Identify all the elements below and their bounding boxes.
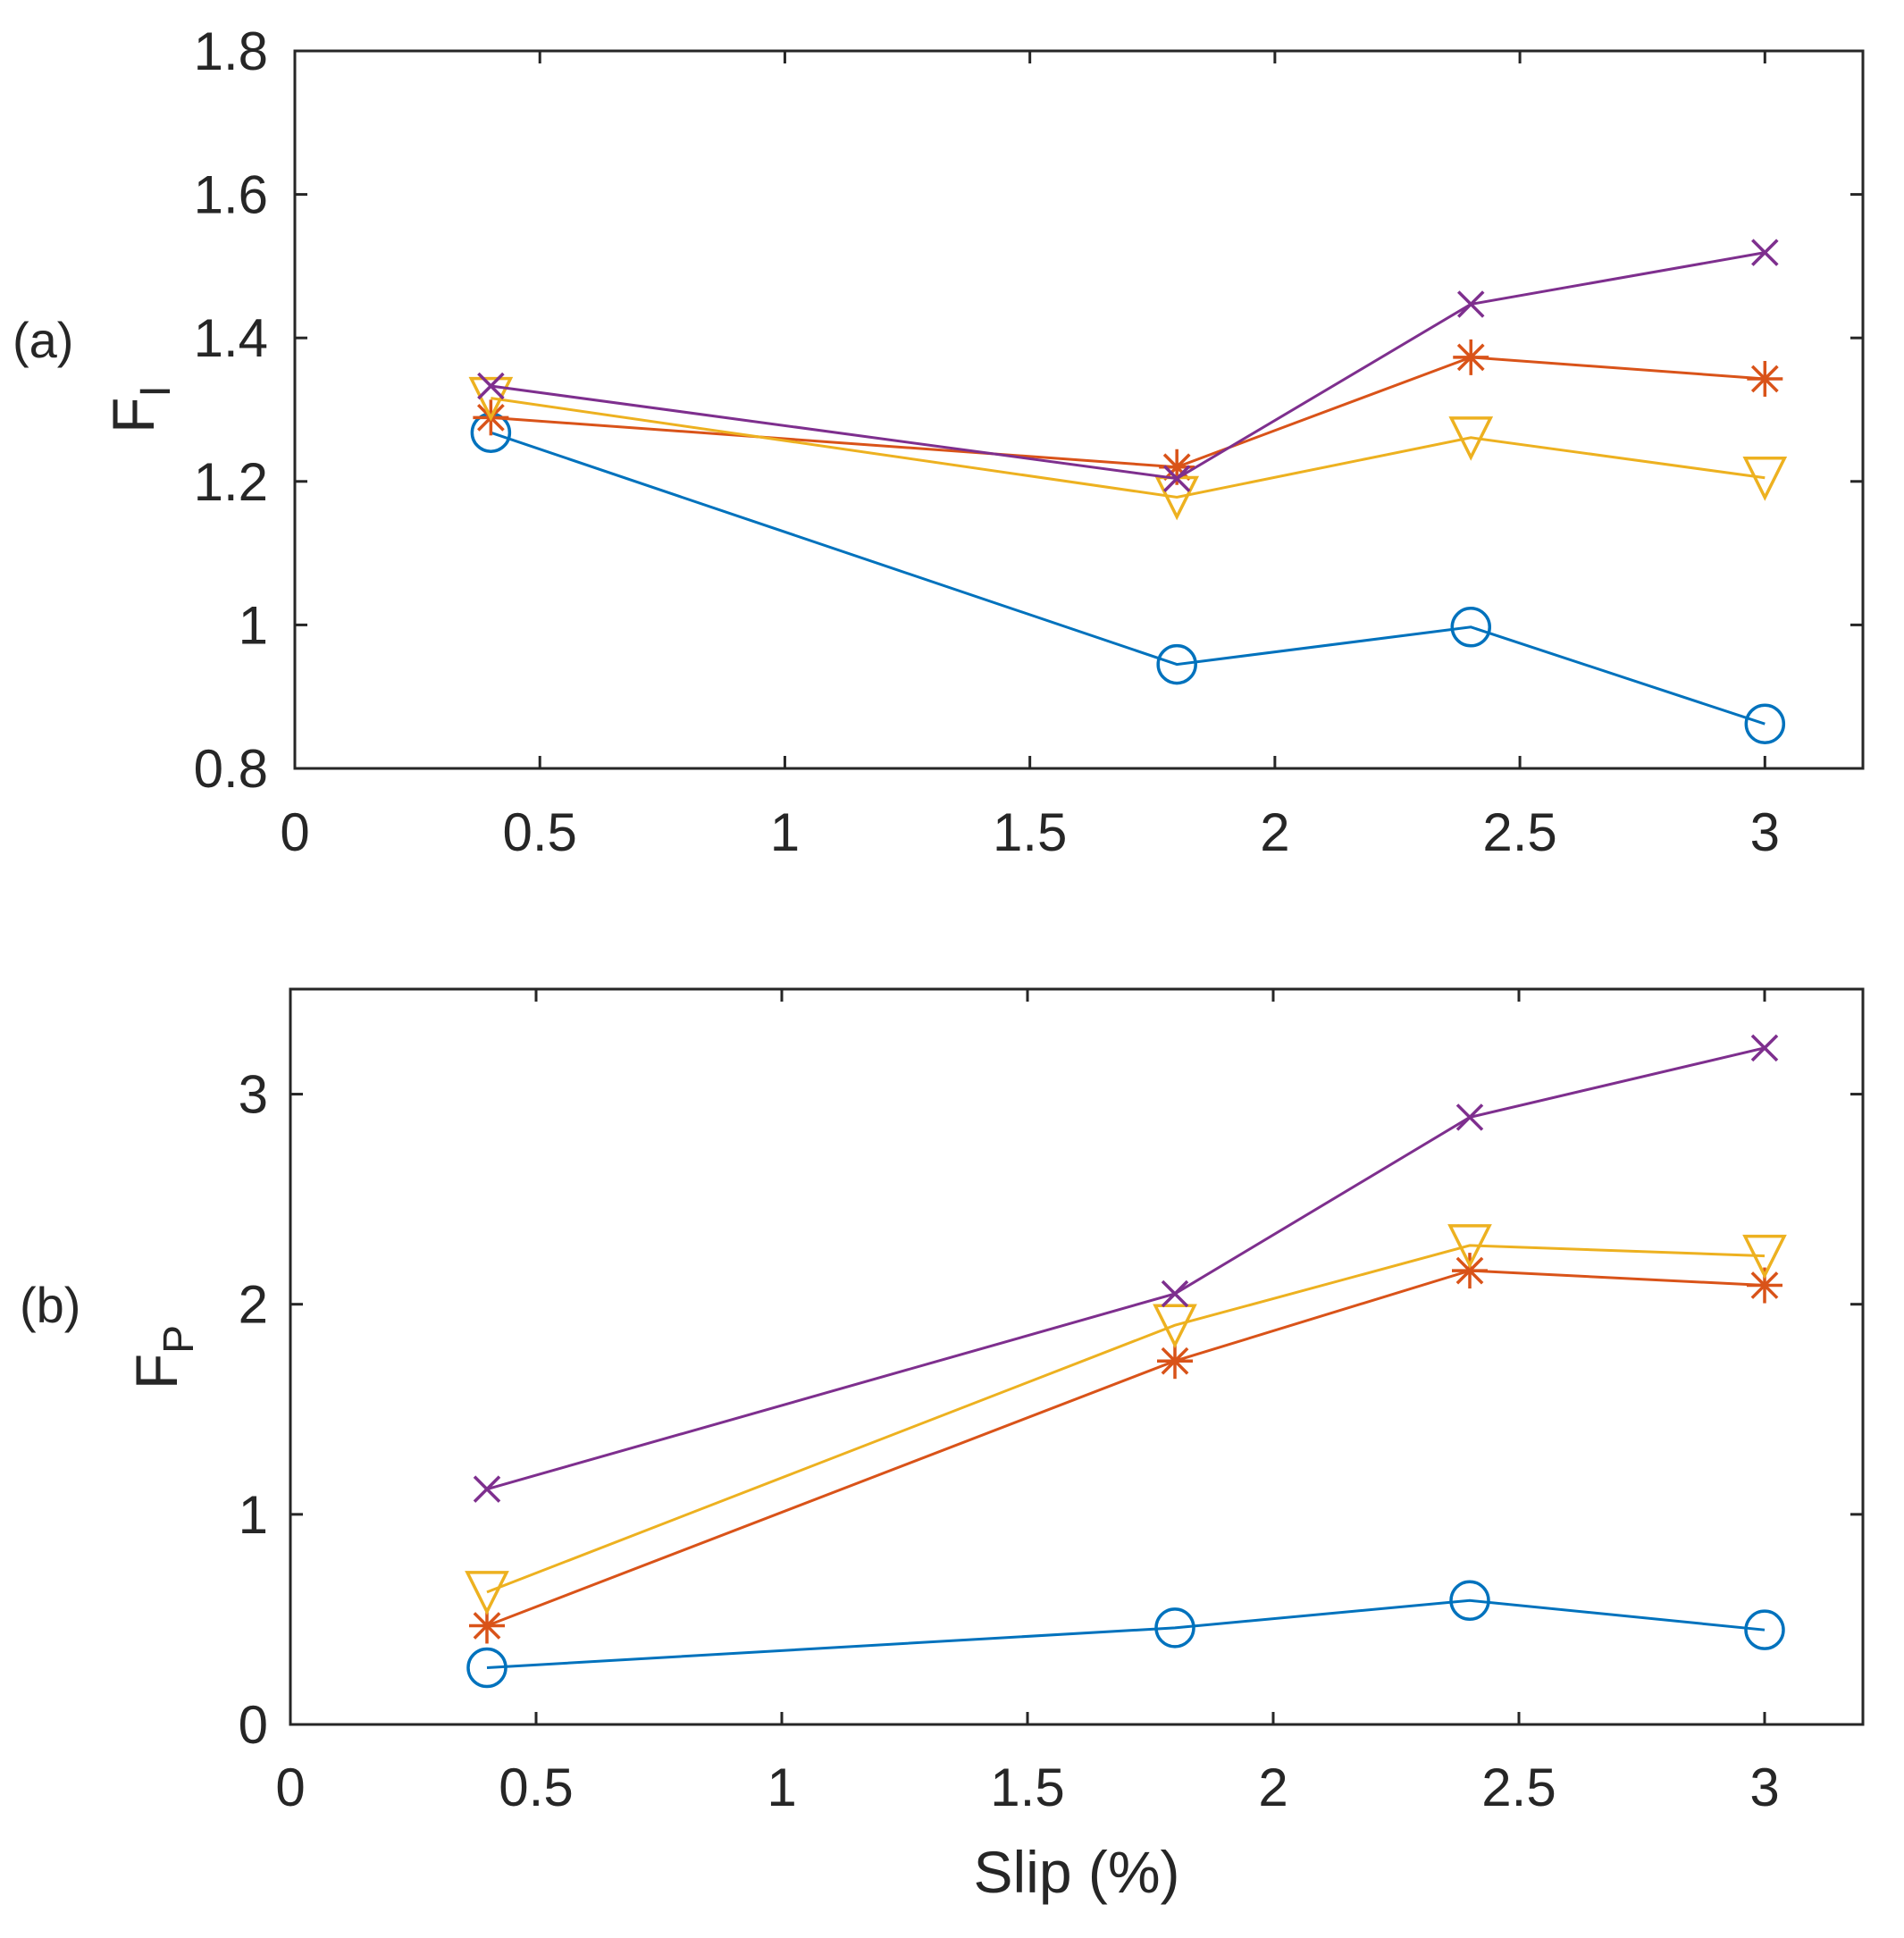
y-axis-label-subscript: P (155, 1325, 203, 1354)
x-tick-label: 0 (280, 802, 309, 862)
data-point-circle (1744, 703, 1786, 744)
x-tick-label: 3 (1750, 802, 1780, 862)
x-tick-label: 1.5 (990, 1758, 1064, 1817)
x-tick-label: 2.5 (1482, 802, 1556, 862)
data-point-x (1161, 1279, 1189, 1308)
x-tick-label: 1.5 (993, 802, 1067, 862)
y-tick-label: 0 (239, 1695, 268, 1755)
data-point-circle (1156, 643, 1197, 685)
data-point-circle (1744, 1609, 1785, 1650)
series-line (491, 251, 1766, 481)
y-axis-label-main: F (100, 398, 166, 433)
data-point-asterisk (1747, 360, 1783, 397)
data-point-asterisk (1157, 1343, 1193, 1380)
data-point-asterisk (1452, 1253, 1488, 1289)
series-triangle-down (465, 1224, 1787, 1615)
y-tick-label: 1.4 (194, 308, 268, 368)
x-tick-label: 0 (275, 1758, 305, 1817)
y-axis-label: FI (100, 385, 180, 433)
panel-b: 0 0.5 1 1.5 2 2.5 3 0 1 2 3 FP (b) Slip (%) (20, 987, 1865, 1905)
data-point-x (1751, 239, 1779, 266)
series-line (486, 1269, 1766, 1627)
y-tick-label: 1.2 (194, 452, 268, 512)
data-point-x (477, 372, 505, 400)
series-line (486, 1046, 1766, 1491)
data-point-x (473, 1475, 501, 1503)
series-asterisk (473, 339, 1783, 485)
series-line (490, 431, 1766, 726)
series-circle (470, 412, 1786, 744)
data-point-x (1750, 1034, 1779, 1062)
data-point-triangle-down (468, 376, 514, 422)
y-tick-label: 1 (239, 595, 268, 655)
data-point-circle (1450, 607, 1491, 648)
y-axis-label-main: F (123, 1354, 189, 1389)
series-x (477, 239, 1779, 492)
series-line (491, 397, 1766, 499)
series-line (486, 1244, 1766, 1594)
x-tick-label: 1 (770, 802, 800, 862)
data-point-triangle-down (1742, 457, 1788, 501)
x-tick-label: 2 (1260, 802, 1289, 862)
data-point-triangle-down (465, 1571, 509, 1615)
panel-a: 0 0.5 1 1.5 2 2.5 3 0.8 1 1.2 1.4 1.6 1.8 FI (a) (13, 21, 1865, 862)
y-tick-label: 2 (239, 1275, 268, 1335)
series-triangle-down (468, 376, 1788, 521)
x-tick-label: 3 (1749, 1758, 1779, 1817)
data-point-circle (1154, 1607, 1195, 1649)
panel-label: (b) (20, 1277, 80, 1333)
data-point-circle (466, 1647, 507, 1689)
data-point-triangle-down (1448, 416, 1494, 461)
y-tick-label: 1 (239, 1485, 268, 1545)
data-point-x (1455, 1103, 1484, 1131)
x-axis-label: Slip (%) (973, 1839, 1179, 1905)
data-point-asterisk (1453, 339, 1489, 375)
data-point-triangle-down (1447, 1224, 1492, 1269)
x-tick-label: 2.5 (1481, 1758, 1556, 1817)
data-point-triangle-down (1153, 1304, 1197, 1349)
data-point-x (1457, 290, 1485, 318)
x-tick-label: 0.5 (503, 802, 577, 862)
axes-box (289, 987, 1865, 1726)
axes-box (293, 49, 1865, 770)
series-line (491, 356, 1766, 469)
x-tick-label: 0.5 (499, 1758, 573, 1817)
y-tick-label: 0.8 (194, 739, 268, 799)
series-asterisk (469, 1253, 1782, 1644)
y-axis-label: FP (123, 1325, 203, 1389)
x-tick-label: 1 (767, 1758, 796, 1817)
y-tick-label: 1.6 (194, 165, 268, 225)
series-circle (466, 1580, 1785, 1689)
panel-label: (a) (13, 312, 73, 368)
y-tick-label: 3 (239, 1065, 268, 1125)
data-point-asterisk (469, 1607, 505, 1644)
x-tick-label: 2 (1258, 1758, 1288, 1817)
data-point-circle (1449, 1580, 1490, 1622)
data-point-x (1162, 465, 1191, 492)
y-axis-label-subscript: I (132, 385, 180, 397)
data-point-triangle-down (1742, 1234, 1787, 1279)
y-tick-label: 1.8 (194, 21, 268, 81)
series-x (473, 1034, 1779, 1503)
series-line (486, 1598, 1766, 1670)
